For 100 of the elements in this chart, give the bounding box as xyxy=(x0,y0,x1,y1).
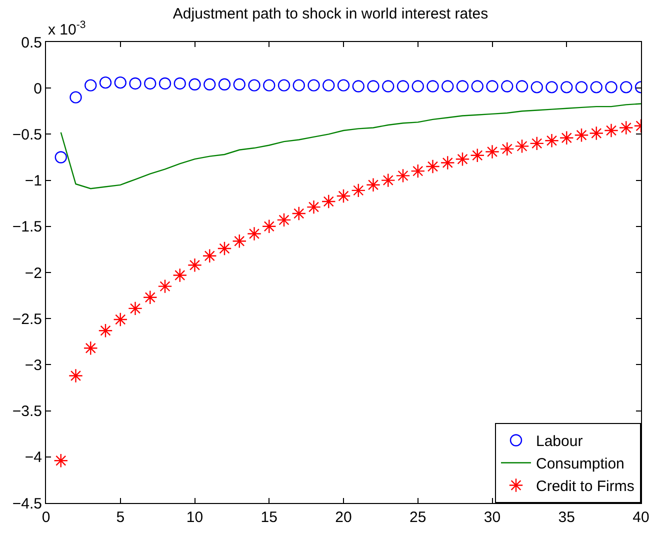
x-tick-label: 15 xyxy=(260,509,278,526)
point xyxy=(516,80,528,92)
point xyxy=(352,80,364,92)
point xyxy=(351,183,366,198)
point xyxy=(248,79,260,92)
point xyxy=(322,79,335,92)
point xyxy=(306,200,321,214)
x-tick-label: 10 xyxy=(186,509,204,526)
point xyxy=(336,188,351,204)
point xyxy=(129,77,142,90)
point xyxy=(292,79,305,92)
point xyxy=(98,323,113,338)
point xyxy=(308,79,320,92)
point xyxy=(574,128,589,142)
y-tick-label: −1.5 xyxy=(12,218,42,236)
point xyxy=(486,80,498,92)
point xyxy=(605,81,618,94)
x-tick-label: 30 xyxy=(484,509,501,526)
point xyxy=(54,453,68,468)
x-tick-label: 25 xyxy=(410,509,426,526)
point xyxy=(589,126,604,140)
point xyxy=(410,164,426,178)
point xyxy=(560,81,573,94)
point xyxy=(158,77,172,90)
point xyxy=(188,258,202,272)
y-tick-label: −1 xyxy=(24,172,42,190)
point xyxy=(380,173,396,188)
point xyxy=(575,81,588,94)
point xyxy=(144,77,156,90)
point xyxy=(456,80,469,92)
point xyxy=(278,79,290,92)
point xyxy=(485,144,500,159)
point xyxy=(83,340,98,356)
point xyxy=(500,142,514,156)
y-tick-label: 0 xyxy=(34,80,42,98)
point xyxy=(546,81,558,94)
y-tick-label: −2.5 xyxy=(12,310,42,328)
point xyxy=(262,219,276,234)
point xyxy=(99,76,112,89)
point xyxy=(188,78,201,91)
y-tick-label: −3.5 xyxy=(12,403,42,420)
text: x 10$^{-3}$ xyxy=(48,19,86,38)
point xyxy=(367,80,380,92)
point xyxy=(233,78,246,91)
point xyxy=(276,212,292,228)
y-tick-label: −0.5 xyxy=(12,126,42,144)
point xyxy=(412,80,424,92)
point xyxy=(559,130,574,146)
chart-title: Adjustment path to shock in world interest rates xyxy=(172,6,488,23)
point xyxy=(232,234,247,248)
point xyxy=(70,91,82,104)
point xyxy=(128,301,142,316)
point xyxy=(396,168,410,183)
point xyxy=(204,78,216,91)
point xyxy=(514,138,530,154)
point xyxy=(292,206,306,221)
point xyxy=(142,290,158,305)
y-tick-label: −2 xyxy=(24,264,42,282)
point xyxy=(426,80,439,92)
point xyxy=(544,133,559,148)
point xyxy=(321,194,336,209)
point xyxy=(202,248,217,264)
point xyxy=(471,80,484,92)
point xyxy=(218,78,231,91)
x-tick-label: 5 xyxy=(116,509,125,526)
point xyxy=(84,79,97,92)
point xyxy=(113,312,128,327)
point xyxy=(158,279,172,294)
point xyxy=(68,368,83,383)
legend-label: Consumption xyxy=(536,456,624,473)
point xyxy=(455,152,470,166)
point xyxy=(382,80,394,92)
point xyxy=(217,241,232,256)
point xyxy=(337,79,350,92)
point xyxy=(530,81,543,94)
point xyxy=(440,156,455,170)
y-tick-label: −4.5 xyxy=(12,495,42,512)
point xyxy=(620,81,632,94)
point xyxy=(590,81,602,94)
point xyxy=(247,226,262,241)
point xyxy=(172,268,188,282)
y-tick-label: −3 xyxy=(24,356,42,374)
point xyxy=(618,120,634,135)
point xyxy=(470,148,485,163)
point xyxy=(54,151,67,164)
point xyxy=(174,77,186,90)
line-series xyxy=(60,103,641,190)
point xyxy=(530,136,544,151)
x-tick-label: 35 xyxy=(558,509,575,526)
point xyxy=(263,79,276,92)
y-tick-label: 0.5 xyxy=(21,34,42,52)
point xyxy=(442,80,454,92)
x-tick-label: 40 xyxy=(632,509,650,526)
x-tick-label: 20 xyxy=(335,509,352,526)
legend-label: Labour xyxy=(536,433,583,450)
y-tick-label: −4 xyxy=(24,449,42,466)
point xyxy=(426,159,440,174)
point xyxy=(366,178,380,192)
point xyxy=(114,76,126,89)
point xyxy=(604,123,618,138)
